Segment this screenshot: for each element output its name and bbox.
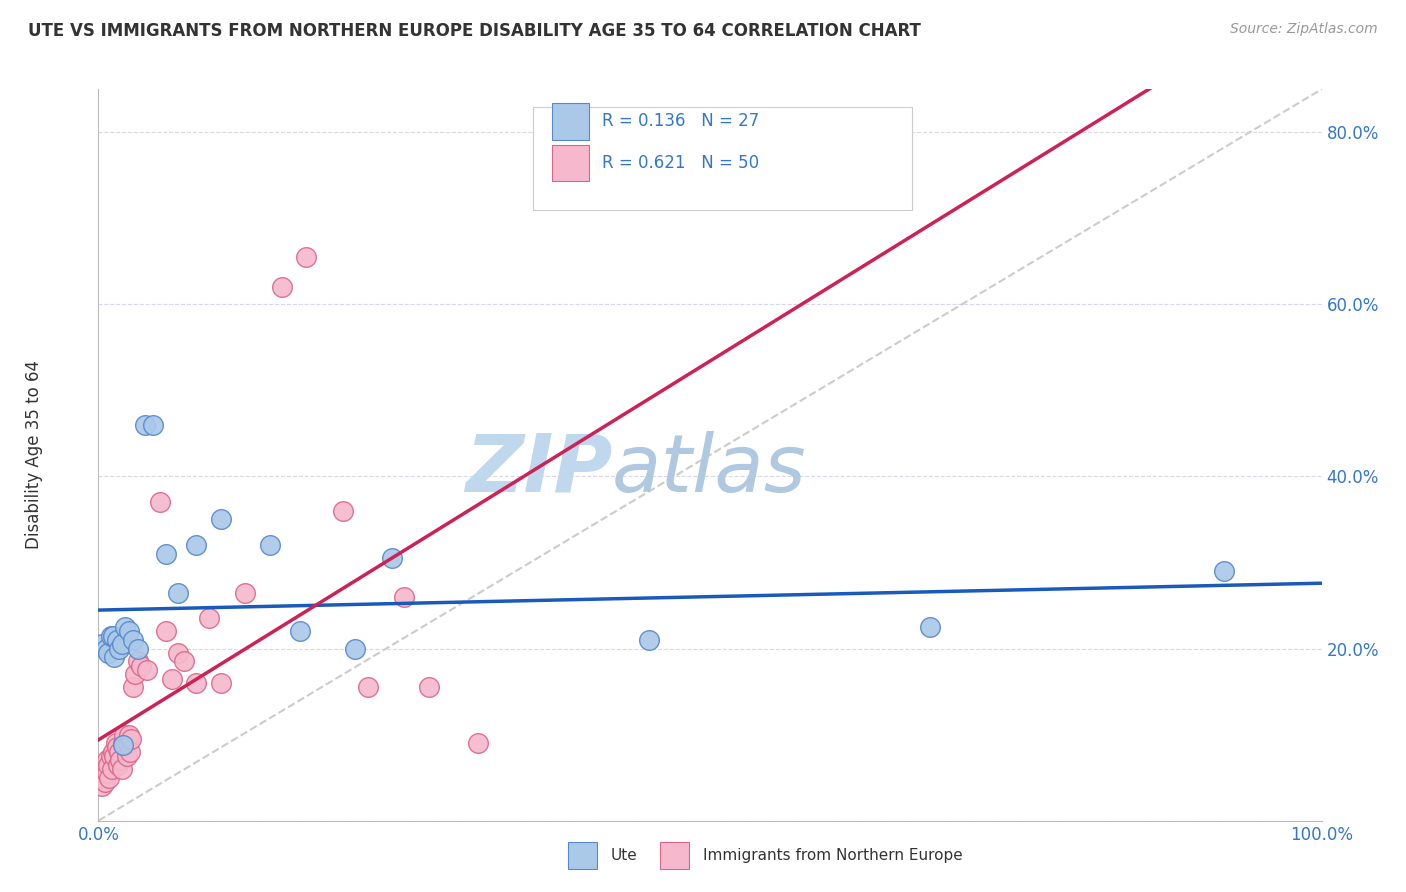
Point [89, 771, 111, 785]
Point [114, 740, 136, 755]
Point [120, 731, 142, 746]
Point [91, 762, 114, 776]
Point [332, 504, 354, 518]
Point [101, 745, 124, 759]
Point [118, 728, 141, 742]
Point [111, 738, 134, 752]
Point [136, 663, 159, 677]
Point [110, 753, 132, 767]
Point [129, 658, 152, 673]
Point [155, 624, 177, 639]
Point [91, 779, 114, 793]
Point [134, 417, 156, 432]
Point [149, 495, 172, 509]
Point [112, 728, 135, 742]
Point [94, 641, 117, 656]
Point [115, 749, 138, 764]
Point [209, 676, 232, 690]
FancyBboxPatch shape [553, 103, 589, 140]
Point [392, 590, 416, 604]
Point [93, 775, 115, 789]
Point [114, 620, 136, 634]
Point [103, 749, 125, 764]
Text: R = 0.136   N = 27: R = 0.136 N = 27 [602, 112, 759, 130]
FancyBboxPatch shape [553, 145, 589, 181]
Point [97, 757, 120, 772]
Point [121, 680, 143, 694]
Point [142, 417, 165, 432]
Point [103, 650, 125, 665]
Point [167, 646, 190, 660]
Point [108, 641, 131, 656]
Point [344, 641, 367, 656]
Point [920, 620, 942, 634]
Point [104, 736, 127, 750]
Point [259, 538, 281, 552]
Point [96, 753, 118, 767]
Y-axis label: Disability Age 35 to 64: Disability Age 35 to 64 [25, 360, 42, 549]
Text: atlas: atlas [612, 431, 807, 508]
Point [167, 585, 190, 599]
Point [418, 680, 440, 694]
Point [467, 736, 489, 750]
Point [637, 632, 661, 647]
Point [295, 250, 318, 264]
Point [94, 762, 117, 776]
Text: Source: ZipAtlas.com: Source: ZipAtlas.com [1230, 22, 1378, 37]
Point [186, 538, 208, 552]
FancyBboxPatch shape [568, 842, 598, 869]
Text: R = 0.621   N = 50: R = 0.621 N = 50 [602, 154, 759, 172]
Point [121, 632, 143, 647]
Point [90, 766, 112, 780]
Point [1212, 564, 1234, 578]
Point [186, 676, 208, 690]
Point [356, 680, 378, 694]
Point [209, 512, 232, 526]
Point [96, 766, 118, 780]
Point [127, 641, 149, 656]
Point [124, 667, 146, 681]
Point [101, 629, 124, 643]
Point [108, 745, 131, 759]
FancyBboxPatch shape [659, 842, 689, 869]
Point [120, 745, 142, 759]
Point [173, 655, 195, 669]
Point [91, 637, 114, 651]
Point [105, 740, 128, 755]
Text: UTE VS IMMIGRANTS FROM NORTHERN EUROPE DISABILITY AGE 35 TO 64 CORRELATION CHART: UTE VS IMMIGRANTS FROM NORTHERN EUROPE D… [28, 22, 921, 40]
Point [233, 585, 256, 599]
Point [127, 655, 149, 669]
Point [107, 757, 129, 772]
Point [160, 672, 183, 686]
Point [100, 749, 122, 764]
Text: Ute: Ute [612, 848, 638, 863]
Point [91, 771, 114, 785]
FancyBboxPatch shape [533, 108, 912, 210]
Point [101, 762, 124, 776]
Point [197, 611, 219, 625]
Point [111, 736, 134, 750]
Point [270, 280, 294, 294]
Point [97, 646, 120, 660]
Point [98, 771, 121, 785]
Point [111, 637, 134, 651]
Point [100, 629, 122, 643]
Point [155, 547, 177, 561]
Point [105, 632, 128, 647]
Text: ZIP: ZIP [465, 431, 612, 508]
Point [290, 624, 312, 639]
Point [111, 762, 134, 776]
Text: Immigrants from Northern Europe: Immigrants from Northern Europe [703, 848, 963, 863]
Point [381, 551, 404, 566]
Point [117, 736, 139, 750]
Point [118, 624, 141, 639]
